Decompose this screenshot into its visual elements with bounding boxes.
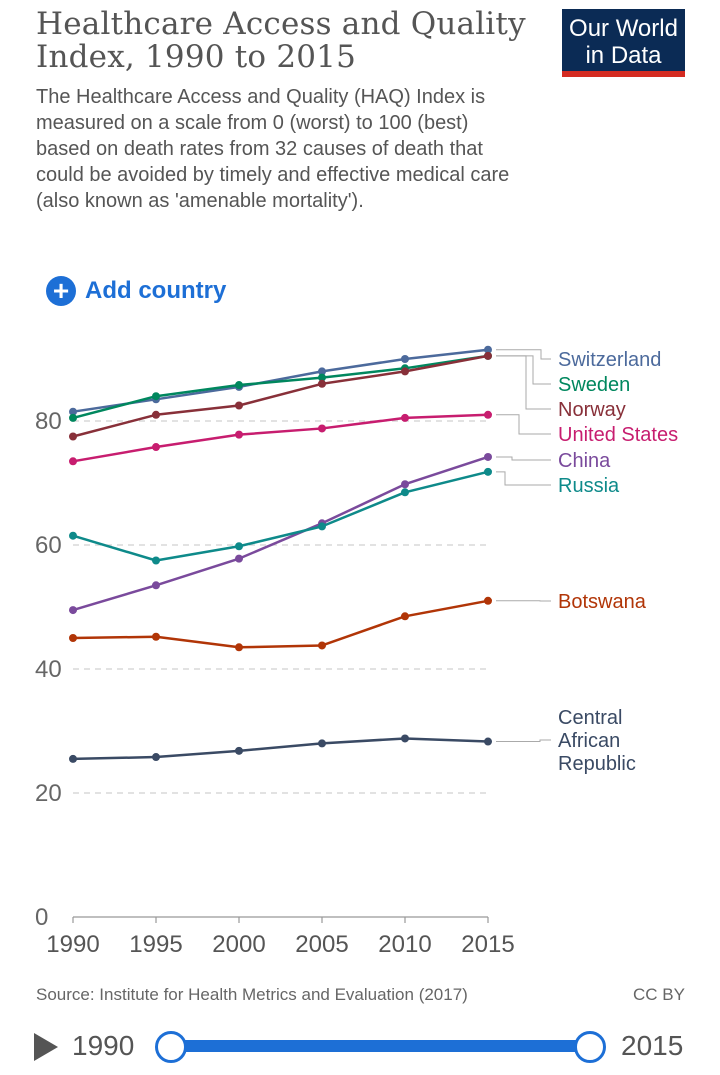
data-point-sweden-2000 [235,381,243,390]
timeline-start-year: 1990 [72,1030,135,1061]
data-point-united-states-1990 [69,457,77,466]
series-line-united-states [72,413,489,463]
data-point-norway-2005 [318,379,326,388]
series-label-united-states: United States [558,424,678,446]
series-line-russia [72,470,489,562]
data-point-united-states-2010 [401,413,409,422]
label-connector-switzerland [496,349,551,360]
data-point-central-african-republic-1990 [69,754,77,763]
series-label-norway: Norway [558,399,626,421]
x-tick-label-2010: 2010 [378,931,431,958]
data-point-botswana-1995 [152,632,160,641]
data-point-central-african-republic-1995 [152,753,160,762]
data-point-norway-2015 [484,351,492,360]
series-label-china: China [558,450,611,472]
series-line-central-african-republic [72,737,489,761]
chart-subtitle: The Healthcare Access and Quality (HAQ) … [36,86,510,212]
x-tick-label-1990: 1990 [46,931,99,958]
series-line-botswana [72,599,489,649]
data-point-norway-1990 [69,432,77,441]
series-label-central-african-republic-line-1: Central [558,707,622,729]
data-point-botswana-2005 [318,641,326,650]
data-point-russia-2000 [235,542,243,551]
play-icon[interactable] [34,1033,58,1061]
owid-logo[interactable]: Our World in Data [562,9,685,77]
timeline-track[interactable] [168,1040,590,1052]
series-line-norway [72,354,489,438]
data-point-switzerland-2010 [401,355,409,363]
data-point-norway-1995 [152,410,160,419]
logo-line-1: Our World [569,15,678,42]
data-point-switzerland-2015 [484,345,492,354]
series-label-russia: Russia [558,475,620,497]
data-point-united-states-2005 [318,424,326,433]
series-label-botswana: Botswana [558,591,647,613]
y-tick-label-20: 20 [35,780,62,807]
data-point-central-african-republic-2015 [484,737,492,746]
series-label-central-african-republic-line-3: Republic [558,753,636,775]
x-tick-label-2015: 2015 [461,931,514,958]
data-point-botswana-2000 [235,643,243,652]
data-point-russia-1990 [69,531,77,540]
data-point-central-african-republic-2010 [401,734,409,743]
label-connector-sweden [496,355,551,385]
data-point-switzerland-1990 [69,407,77,416]
data-point-central-african-republic-2000 [235,746,243,755]
data-point-sweden-1995 [152,392,160,401]
source-note: Source: Institute for Health Metrics and… [36,985,468,1004]
y-tick-label-0: 0 [35,904,48,931]
series-line-sweden [72,354,489,420]
data-point-switzerland-2005 [318,367,326,376]
label-connector-china [496,456,551,461]
logo-line-2: in Data [585,42,662,69]
timeline-slider[interactable]: 1990 2015 [0,1020,720,1075]
data-point-united-states-1995 [152,443,160,452]
data-point-russia-2010 [401,488,409,497]
x-tick-label-2005: 2005 [295,931,348,958]
y-tick-label-60: 60 [35,532,62,559]
label-connector-russia [496,471,551,486]
data-point-china-2015 [484,452,492,461]
y-tick-label-80: 80 [35,408,62,435]
add-country-button[interactable]: + Add country [46,275,226,307]
x-tick-label-1995: 1995 [129,931,182,958]
series-label-switzerland: Switzerland [558,349,661,371]
add-country-label: Add country [85,277,227,304]
chart-title: Healthcare Access and Quality Index, 199… [36,6,526,75]
series-label-sweden: Sweden [558,374,630,396]
data-point-china-2010 [401,480,409,489]
line-chart: 0 20 40 60 80 1990 1995 2000 2005 2010 2015 Switzer… [35,345,678,958]
data-point-china-1995 [152,581,160,590]
data-point-china-2000 [235,554,243,563]
timeline-start-handle[interactable] [155,1031,187,1063]
data-point-norway-2000 [235,401,243,410]
data-point-norway-2010 [401,367,409,376]
data-point-russia-1995 [152,556,160,565]
license-link[interactable]: CC BY [633,985,685,1004]
data-point-russia-2015 [484,467,492,476]
data-point-botswana-2010 [401,612,409,621]
data-point-botswana-2015 [484,596,492,605]
data-point-united-states-2000 [235,430,243,439]
data-point-united-states-2015 [484,410,492,419]
data-point-russia-2005 [318,522,326,531]
data-point-china-1990 [69,606,77,615]
series-label-central-african-republic-line-2: African [558,730,620,752]
data-point-botswana-1990 [69,634,77,642]
data-point-central-african-republic-2005 [318,739,326,748]
label-connector-central-african-republic [496,739,551,743]
series-line-china [72,455,489,612]
label-connector-united-states [496,414,551,435]
y-tick-label-40: 40 [35,656,62,683]
timeline-end-handle[interactable] [574,1031,606,1063]
label-connector-norway [496,355,551,410]
data-point-sweden-2005 [318,373,326,382]
series-line-switzerland [72,348,489,413]
data-point-sweden-1990 [69,413,77,422]
timeline-end-year: 2015 [621,1030,684,1061]
x-tick-label-2000: 2000 [212,931,265,958]
plus-circle-icon: + [46,276,76,306]
